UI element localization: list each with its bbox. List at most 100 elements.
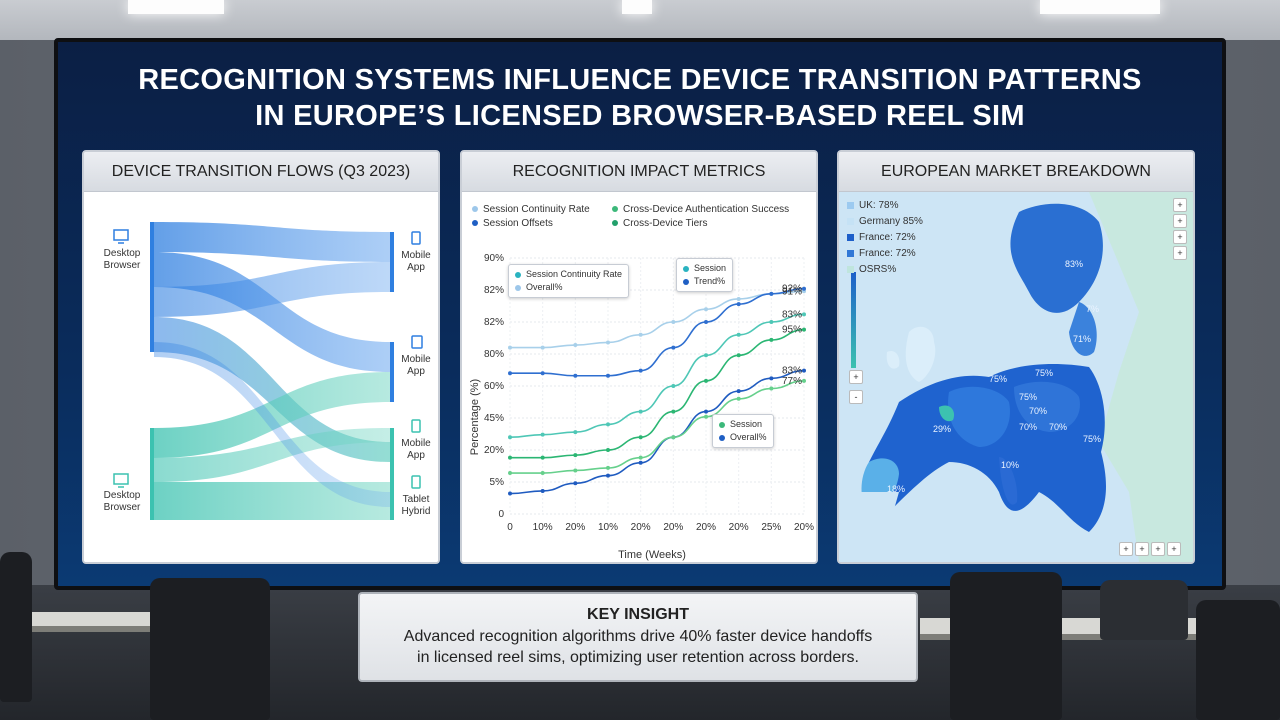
tooltip-dot <box>719 434 725 441</box>
zoom-in-button[interactable]: + <box>849 370 863 384</box>
map-control-button[interactable]: + <box>1173 214 1187 228</box>
legend-dot <box>612 220 618 227</box>
data-point <box>802 378 806 383</box>
office-chair <box>0 552 32 702</box>
data-point <box>606 340 610 345</box>
data-point <box>540 371 545 376</box>
y-axis-label: Percentage (%) <box>469 379 481 455</box>
region-label: 70% <box>1029 406 1047 416</box>
data-point <box>704 378 708 383</box>
data-point <box>638 368 643 373</box>
node-label: Hybrid <box>402 506 431 517</box>
ceiling-light <box>1040 0 1160 14</box>
mobile-app-node <box>390 428 394 484</box>
legend-label: Session Offsets <box>483 218 553 229</box>
data-point <box>769 320 774 324</box>
region-ireland <box>886 350 900 369</box>
tooltip-dot <box>683 278 689 285</box>
legend-label: OSRS% <box>859 264 897 275</box>
tooltip-dot <box>515 284 521 291</box>
data-point <box>508 371 512 376</box>
tooltip-dot <box>719 421 725 428</box>
insight-line: in licensed reel sims, optimizing user r… <box>417 649 859 666</box>
y-tick-label: 80% <box>484 349 504 360</box>
flow-path <box>154 342 390 507</box>
region-scandinavia <box>1010 203 1103 313</box>
chart-svg: 0 5% 20% 45% 60% 80% 82% 82% 90% 0 10% 20% 10% 20% 20… <box>469 253 814 561</box>
data-point <box>508 435 512 440</box>
land-region <box>1089 192 1193 562</box>
data-point <box>573 468 578 473</box>
mobile-app-node <box>390 232 394 292</box>
panel-heading: EUROPEAN MARKET BREAKDOWN <box>839 152 1193 192</box>
node-label: Tablet <box>403 494 430 505</box>
node-label: Browser <box>104 260 141 271</box>
y-tick-label: 90% <box>484 253 504 264</box>
region-label: 75% <box>1083 434 1101 444</box>
map-nav-button[interactable]: + <box>1119 542 1133 556</box>
map-nav-button[interactable]: + <box>1151 542 1165 556</box>
x-tick-label: 20% <box>729 522 749 533</box>
data-point <box>508 455 512 460</box>
page-title: RECOGNITION SYSTEMS INFLUENCE DEVICE TRA… <box>58 62 1222 134</box>
data-point <box>802 312 806 317</box>
map-legend: UK: 78% Germany 85% France: 72% France: … <box>847 198 923 278</box>
data-point <box>704 414 708 419</box>
region-label: 29% <box>933 424 951 434</box>
data-point <box>671 320 676 324</box>
series-end-label: 83% <box>782 309 802 320</box>
tablet-icon <box>411 335 423 349</box>
data-point <box>540 455 545 460</box>
series-line <box>509 369 805 495</box>
panel-heading: RECOGNITION IMPACT METRICS <box>462 152 816 192</box>
data-point <box>769 291 774 296</box>
impact-metrics-panel: RECOGNITION IMPACT METRICS Session Conti… <box>460 150 818 564</box>
data-point <box>736 396 741 401</box>
data-point <box>540 432 545 437</box>
phone-icon <box>411 231 421 245</box>
map-legend-item: UK: 78% <box>847 198 923 214</box>
legend-label: France: 72% <box>859 232 916 243</box>
flow-path <box>154 372 390 458</box>
map-legend-item: Germany 85% <box>847 214 923 230</box>
map-nav-button[interactable]: + <box>1167 542 1181 556</box>
region-label: 18% <box>887 484 905 494</box>
data-point <box>573 453 578 458</box>
region-germany <box>948 386 1010 447</box>
x-tick-label: 20% <box>565 522 585 533</box>
data-point <box>508 471 512 476</box>
node-label: App <box>407 366 425 377</box>
flow-path <box>154 252 390 372</box>
map-control-button[interactable]: + <box>1173 230 1187 244</box>
map-nav-button[interactable]: + <box>1135 542 1149 556</box>
map-control-button[interactable]: + <box>1173 198 1187 212</box>
data-point <box>638 455 643 460</box>
node-label: Mobile <box>401 438 431 449</box>
map-control-button[interactable]: + <box>1173 246 1187 260</box>
data-point <box>802 286 806 291</box>
data-point <box>736 353 741 358</box>
region-labels: 83% 7% 71% 75% 75% 75% 70% 70% 70% 29% 7… <box>887 259 1101 494</box>
chart-tooltip: Session Trend% <box>676 258 734 292</box>
legend-dot <box>612 206 618 213</box>
data-point <box>704 320 708 324</box>
series-end-label: 77% <box>782 376 802 387</box>
zoom-out-button[interactable]: - <box>849 390 863 404</box>
data-point <box>769 337 774 342</box>
device-flows-panel: DEVICE TRANSITION FLOWS (Q3 2023) <box>82 150 440 564</box>
data-point <box>736 332 741 337</box>
insight-text: Advanced recognition algorithms drive 40… <box>360 626 916 668</box>
tooltip-line: Overall% <box>719 431 767 444</box>
data-point <box>704 353 708 358</box>
data-point <box>736 389 741 394</box>
data-point <box>540 471 545 476</box>
data-point <box>769 376 774 381</box>
chart-tooltip: Session Overall% <box>712 414 774 448</box>
node-label: Desktop <box>104 490 141 501</box>
office-chair <box>950 572 1062 720</box>
x-tick-label: 10% <box>533 522 553 533</box>
x-tick-label: 25% <box>761 522 781 533</box>
data-point <box>540 345 545 350</box>
legend-swatch <box>847 233 854 241</box>
data-point <box>638 435 643 440</box>
